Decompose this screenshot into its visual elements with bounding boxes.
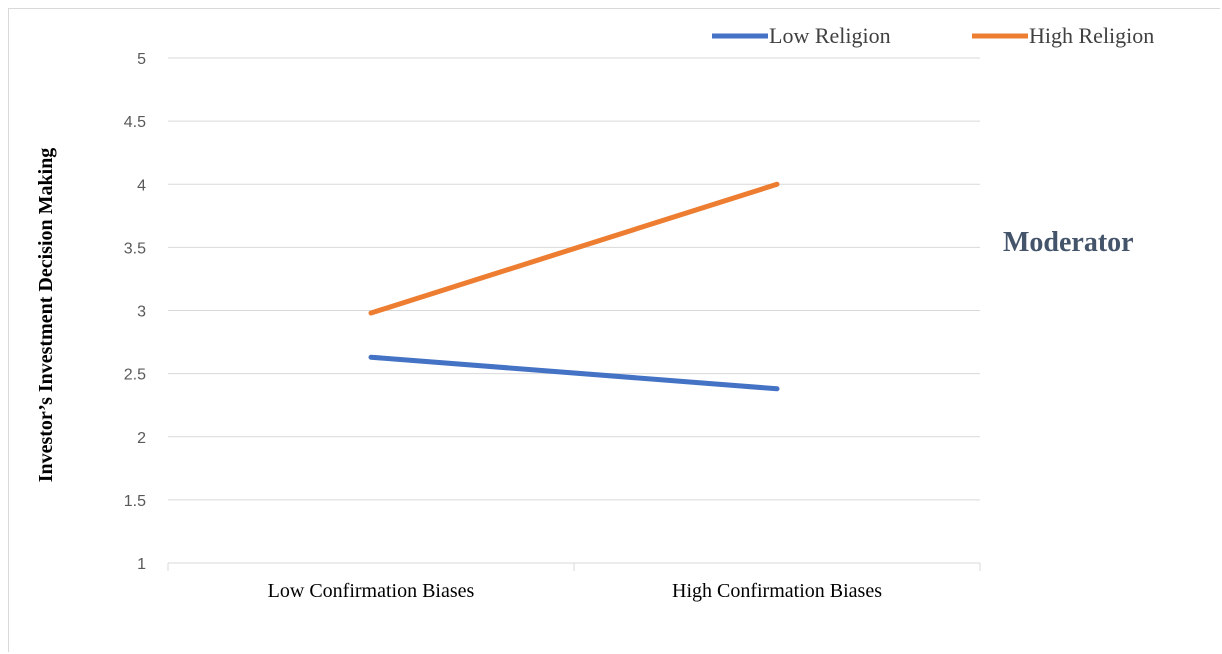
y-tick-label: 4.5 <box>124 114 146 131</box>
y-axis-label: Investor’s Investment Decision Making <box>35 148 57 483</box>
axes: 1 1.5 2 2.5 3 3.5 4 4.5 5 Low Confirmation Biases… <box>124 51 981 602</box>
y-tick-label: 1 <box>137 556 146 573</box>
series-line-high-religion <box>368 181 780 316</box>
y-tick-label: 3.5 <box>124 240 146 257</box>
y-tick-label: 3 <box>137 304 146 321</box>
y-tick-label: 4 <box>137 177 146 194</box>
gridlines <box>168 57 980 501</box>
y-tick-label: 5 <box>137 51 146 68</box>
y-tick-label: 2.5 <box>124 367 146 384</box>
y-tick-label: 2 <box>137 430 146 447</box>
moderator-annotation: Moderator <box>1003 227 1134 258</box>
y-tick-label: 1.5 <box>124 493 146 510</box>
legend-label-high-religion: High Religion <box>1029 23 1154 48</box>
x-tick-label: High Confirmation Biases <box>672 580 882 602</box>
series-line-low-religion <box>368 354 780 392</box>
legend-label-low-religion: Low Religion <box>769 23 891 48</box>
series-lines <box>368 181 780 392</box>
legend: Low Religion High Religion <box>712 23 1154 48</box>
x-tick-label: Low Confirmation Biases <box>268 580 475 602</box>
chart-frame <box>8 8 1220 652</box>
